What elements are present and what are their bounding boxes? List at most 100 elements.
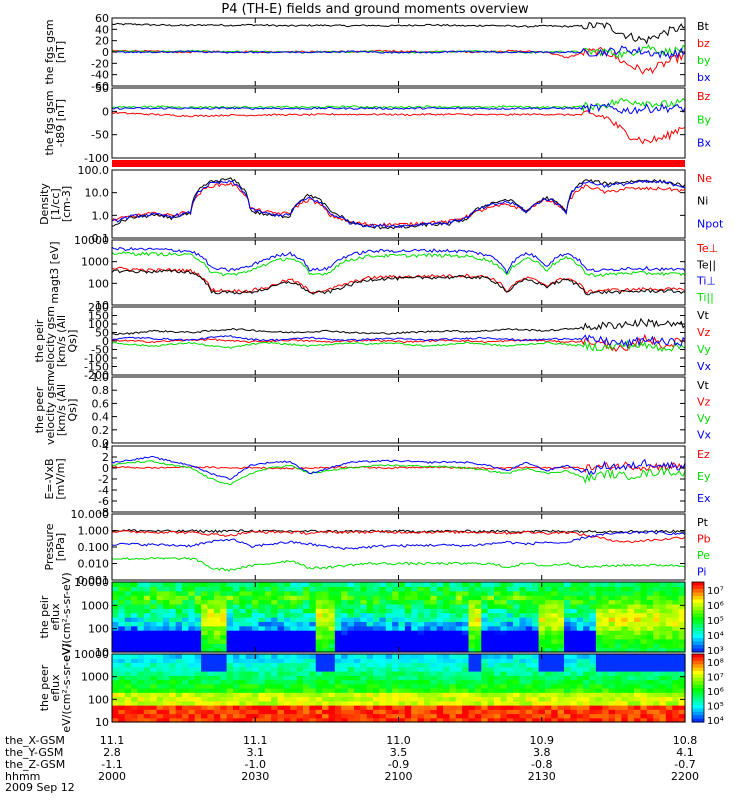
heatmap-cell — [557, 608, 565, 614]
heatmap-cell — [283, 595, 291, 601]
heatmap-cell — [614, 634, 622, 640]
heatmap-cell — [430, 617, 438, 622]
heatmap-cell — [341, 671, 349, 676]
heatmap-cell — [519, 586, 527, 592]
heatmap-cell — [239, 590, 247, 596]
heatmap-cell — [277, 590, 285, 596]
heatmap-cell — [264, 625, 272, 631]
heatmap-cell — [665, 696, 673, 702]
heatmap-cell — [519, 654, 527, 659]
heatmap-cell — [627, 713, 635, 719]
heatmap-cell — [309, 666, 317, 672]
heatmap-cell — [156, 700, 164, 706]
heatmap-cell — [570, 621, 578, 627]
heatmap-cell — [449, 654, 457, 659]
heatmap-cell — [264, 612, 272, 618]
heatmap-cell — [226, 654, 234, 659]
heatmap-cell — [245, 683, 253, 689]
heatmap-cell — [175, 692, 183, 698]
heatmap-cell — [583, 643, 591, 649]
heatmap-cell — [455, 612, 463, 618]
heatmap-cell — [328, 683, 336, 689]
heatmap-cell — [124, 621, 132, 627]
heatmap-cell — [245, 599, 253, 605]
heatmap-cell — [417, 595, 425, 601]
legend-label: bz — [697, 37, 710, 50]
heatmap-cell — [614, 705, 622, 710]
heatmap-cell — [411, 638, 419, 644]
heatmap-cell — [162, 638, 170, 644]
heatmap-cell — [264, 634, 272, 640]
heatmap-cell — [513, 679, 521, 685]
heatmap-cell — [283, 688, 291, 693]
heatmap-cell — [379, 603, 387, 609]
heatmap-cell — [532, 692, 540, 698]
panel-8 — [111, 581, 705, 653]
heatmap-cell — [232, 709, 240, 715]
heatmap-cell — [347, 688, 355, 693]
heatmap-cell — [646, 700, 654, 706]
heatmap-cell — [665, 643, 673, 649]
heatmap-cell — [672, 586, 680, 592]
heatmap-cell — [640, 696, 648, 702]
heatmap-cell — [481, 586, 489, 592]
heatmap-cell — [226, 709, 234, 715]
heatmap-cell — [462, 658, 470, 664]
heatmap-cell — [570, 599, 578, 605]
heatmap-cell — [322, 612, 330, 618]
heatmap-cell — [341, 679, 349, 685]
heatmap-cell — [220, 643, 228, 649]
heatmap-cell — [283, 586, 291, 592]
heatmap-cell — [570, 700, 578, 706]
heatmap-cell — [500, 692, 508, 698]
heatmap-cell — [570, 671, 578, 676]
heatmap-cell — [583, 647, 591, 653]
heatmap-cell — [506, 658, 514, 664]
heatmap-cell — [188, 590, 196, 596]
heatmap-cell — [131, 634, 139, 640]
heatmap-cell — [653, 603, 661, 609]
heatmap-cell — [576, 709, 584, 715]
colorbar-cell — [692, 654, 704, 658]
heatmap-cell — [131, 662, 139, 668]
heatmap-cell — [462, 675, 470, 681]
heatmap-cell — [392, 595, 400, 601]
heatmap-cell — [373, 621, 380, 627]
heatmap-cell — [455, 683, 463, 689]
heatmap-cell — [494, 612, 501, 618]
heatmap-cell — [595, 608, 603, 614]
heatmap-cell — [455, 634, 463, 640]
heatmap-cell — [347, 709, 355, 715]
heatmap-cell — [462, 679, 470, 685]
heatmap-cell — [640, 683, 648, 689]
heatmap-cell — [258, 658, 266, 664]
heatmap-cell — [188, 621, 196, 627]
panel-2 — [111, 169, 686, 239]
heatmap-cell — [474, 700, 482, 706]
heatmap-cell — [462, 700, 470, 706]
heatmap-cell — [131, 582, 139, 587]
heatmap-cell — [239, 638, 247, 644]
heatmap-cell — [443, 713, 451, 719]
heatmap-cell — [557, 675, 565, 681]
heatmap-cell — [583, 625, 591, 631]
heatmap-cell — [118, 688, 126, 693]
heatmap-cell — [207, 679, 215, 685]
heatmap-cell — [232, 643, 240, 649]
heatmap-cell — [175, 679, 183, 685]
heatmap-cell — [334, 612, 342, 618]
heatmap-cell — [621, 586, 629, 592]
heatmap-cell — [137, 647, 145, 653]
heatmap-cell — [207, 696, 215, 702]
heatmap-cell — [277, 717, 285, 723]
heatmap-cell — [366, 683, 374, 689]
heatmap-cell — [220, 634, 228, 640]
colorbar-cell — [692, 694, 704, 699]
heatmap-cell — [595, 599, 603, 605]
heatmap-cell — [334, 705, 342, 710]
heatmap-cell — [449, 692, 457, 698]
heatmap-cell — [341, 713, 349, 719]
heatmap-cell — [328, 713, 336, 719]
heatmap-cell — [576, 683, 584, 689]
heatmap-cell — [646, 679, 654, 685]
